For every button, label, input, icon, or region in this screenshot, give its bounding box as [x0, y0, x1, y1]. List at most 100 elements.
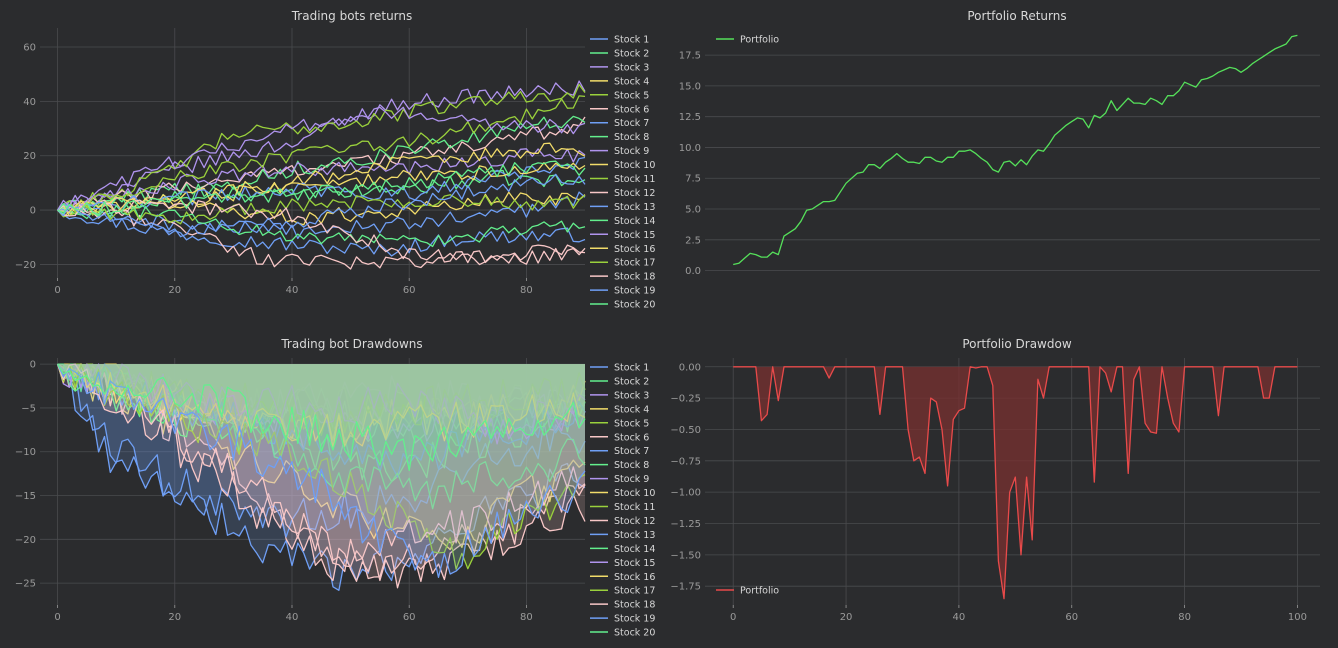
- x-tick-label: 0: [54, 285, 60, 296]
- legend-label: Stock 2: [614, 48, 649, 59]
- series-line-stock-9: [57, 148, 586, 214]
- y-tick-label: 17.5: [679, 51, 701, 62]
- y-tick-label: 40: [23, 97, 36, 108]
- x-tick-label: 20: [168, 285, 181, 296]
- y-tick-label: 10.0: [679, 143, 701, 154]
- legend-label: Stock 11: [614, 174, 655, 185]
- y-tick-label: −25: [15, 579, 36, 590]
- legend-label: Stock 3: [614, 390, 649, 401]
- y-tick-label: −1.00: [670, 488, 701, 499]
- series-line-stock-12: [57, 363, 586, 589]
- legend-label: Stock 14: [614, 216, 655, 227]
- area-fill-stock-11: [57, 364, 586, 436]
- legend-label: Stock 12: [614, 516, 655, 527]
- legend-label: Stock 6: [614, 104, 649, 115]
- series-line-stock-5: [57, 83, 586, 213]
- legend-label: Stock 11: [614, 502, 655, 513]
- x-tick-label: 0: [54, 612, 60, 623]
- series-line-stock-16: [56, 363, 586, 449]
- legend-label: Stock 5: [614, 418, 649, 429]
- legend-label: Stock 19: [614, 286, 655, 297]
- area-fill-stock-19: [57, 364, 586, 578]
- series-line-stock-1: [56, 363, 586, 591]
- legend-label: Stock 7: [614, 446, 649, 457]
- series-line-stock-20: [57, 160, 586, 216]
- legend-label: Portfolio: [740, 586, 779, 597]
- legend-label: Stock 15: [614, 230, 655, 241]
- x-tick-label: 60: [403, 612, 416, 623]
- legend-label: Stock 9: [614, 146, 649, 157]
- area-fill-stock-18: [57, 364, 586, 567]
- x-tick-label: 20: [168, 612, 181, 623]
- y-tick-label: −5: [21, 403, 36, 414]
- chart-title: Trading bot Drawdowns: [280, 337, 422, 351]
- chart-panel-2: 0.0 2.5 5.0 7.5 10.0 12.5 15.0 17.5 Portfolio Re…: [679, 9, 1320, 277]
- chart-panel-1: −20 0 20 40 60 0 20 40 60 80 Trading bots returns S…: [15, 9, 656, 311]
- x-tick-label: 60: [403, 285, 416, 296]
- x-tick-label: 80: [1178, 612, 1191, 623]
- series-line-stock-20: [57, 363, 586, 472]
- legend-label: Stock 14: [614, 544, 655, 555]
- y-tick-label: 0: [30, 206, 36, 217]
- legend-label: Stock 17: [614, 258, 655, 269]
- legend-label: Stock 2: [614, 376, 649, 387]
- series-group: [733, 366, 1298, 600]
- legend-label: Stock 20: [614, 628, 655, 639]
- y-tick-label: −1.75: [670, 582, 701, 593]
- area-fill-stock-15: [57, 364, 586, 444]
- series-line-stock-7: [57, 191, 586, 240]
- series-line-stock-11: [57, 95, 586, 211]
- y-tick-label: −0.75: [670, 456, 701, 467]
- series-line-stock-17: [57, 194, 586, 225]
- x-tick-label: 40: [286, 285, 299, 296]
- y-tick-label: 0.0: [685, 266, 701, 277]
- y-tick-label: 0.00: [679, 362, 701, 373]
- series-line-stock-14: [57, 203, 586, 248]
- area-fill-stock-16: [57, 364, 586, 448]
- legend-label: Stock 19: [614, 614, 655, 625]
- x-tick-label: 20: [840, 612, 853, 623]
- y-tick-label: 20: [23, 151, 36, 162]
- y-tick-label: 12.5: [679, 112, 701, 123]
- tick-labels: 0.0 2.5 5.0 7.5 10.0 12.5 15.0 17.5: [679, 51, 701, 278]
- legend-label: Portfolio: [740, 35, 779, 46]
- x-tick-label: 100: [1288, 612, 1307, 623]
- legend-label: Stock 17: [614, 586, 655, 597]
- y-tick-label: −1.25: [670, 519, 701, 530]
- legend-label: Stock 6: [614, 432, 649, 443]
- series-line-stock-19: [57, 173, 586, 238]
- legend-label: Stock 18: [614, 600, 655, 611]
- chart-title: Trading bots returns: [291, 9, 413, 23]
- x-tick-label: 80: [520, 285, 533, 296]
- chart-title: Portfolio Returns: [967, 9, 1066, 23]
- series-group: [733, 34, 1298, 266]
- series-line-stock-7: [57, 363, 586, 538]
- series-line-stock-10: [57, 142, 586, 217]
- area-fill-stock-2: [57, 364, 586, 443]
- y-tick-label: −1.50: [670, 550, 701, 561]
- legend-label: Stock 13: [614, 530, 655, 541]
- y-tick-label: 5.0: [685, 205, 701, 216]
- legend-label: Stock 4: [614, 76, 649, 87]
- legend: Portfolio: [716, 35, 779, 46]
- legend-label: Stock 10: [614, 488, 655, 499]
- grid-lines: [705, 54, 1320, 272]
- legend-label: Stock 5: [614, 90, 649, 101]
- y-tick-label: 60: [23, 43, 36, 54]
- area-fill-portfolio: [733, 366, 1298, 599]
- series-line-stock-18: [56, 363, 586, 568]
- series-line-stock-3: [57, 80, 586, 211]
- x-tick-label: 60: [1065, 612, 1078, 623]
- legend-label: Stock 1: [614, 35, 649, 46]
- legend-label: Stock 8: [614, 132, 649, 143]
- chart-panel-4: 0.00 −0.25 −0.50 −0.75 −1.00 −1.25 −1.50 −1.75 0…: [670, 337, 1320, 623]
- y-tick-label: 7.5: [685, 174, 701, 185]
- legend-label: Stock 8: [614, 460, 649, 471]
- chart-title: Portfolio Drawdow: [962, 337, 1071, 351]
- tick-labels: 0.00 −0.25 −0.50 −0.75 −1.00 −1.25 −1.50 −1.75 0…: [670, 362, 1307, 623]
- area-fill-stock-17: [57, 364, 586, 570]
- y-tick-label: −20: [15, 260, 36, 271]
